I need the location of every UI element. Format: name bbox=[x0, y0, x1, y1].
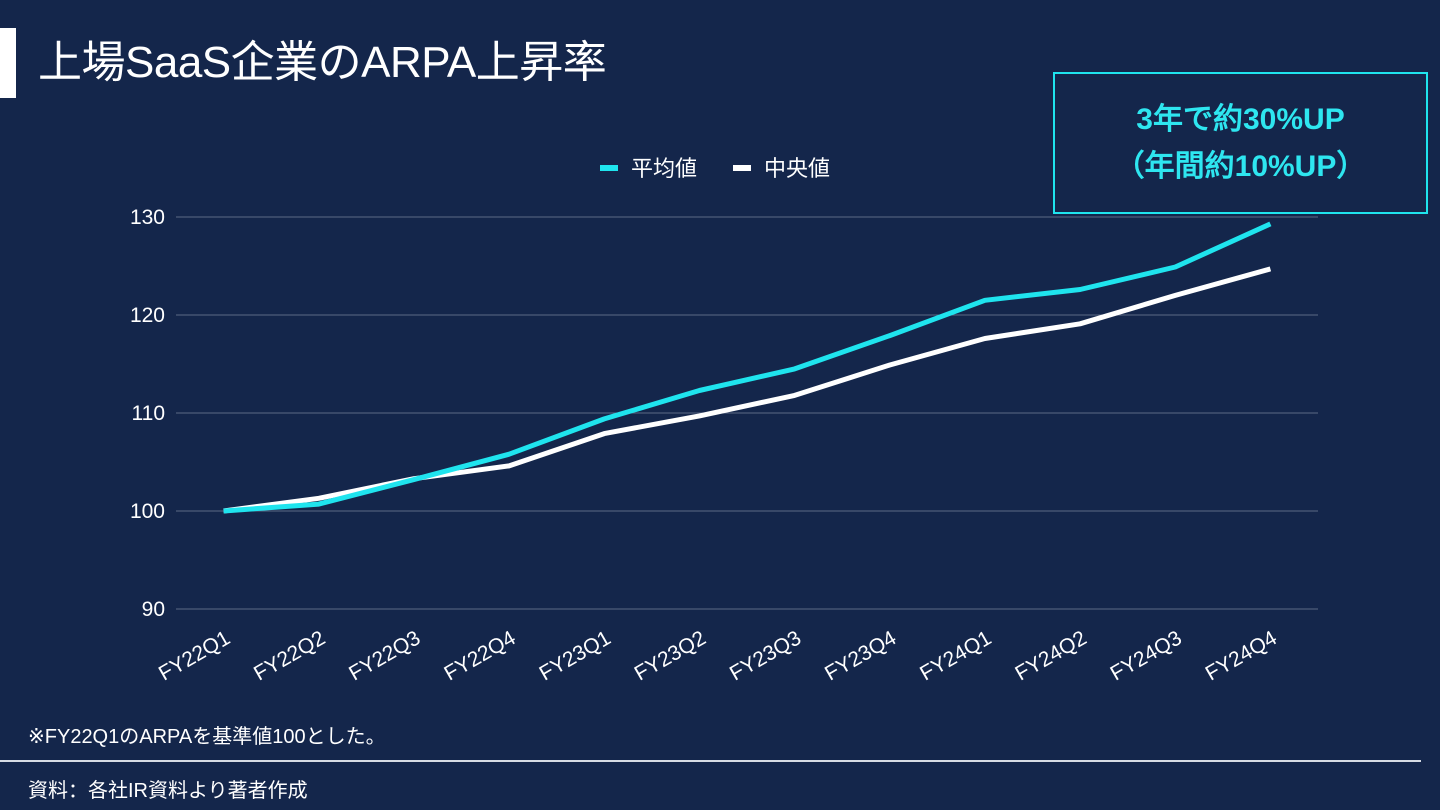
series-line-mean bbox=[223, 221, 1272, 514]
y-tick-label: 120 bbox=[130, 304, 165, 327]
y-tick-label: 110 bbox=[132, 402, 165, 425]
slide-title: 上場SaaS企業のARPA上昇率 bbox=[38, 38, 607, 87]
x-tick-label: FY24Q1 bbox=[916, 626, 995, 685]
x-tick-label: FY23Q3 bbox=[726, 626, 805, 685]
legend: 平均値 中央値 bbox=[600, 156, 830, 181]
legend-swatch bbox=[733, 165, 751, 171]
legend-swatch bbox=[600, 165, 618, 171]
source-note: 資料：各社IR資料より著者作成 bbox=[28, 780, 308, 802]
y-tick-label: 130 bbox=[130, 206, 165, 229]
x-tick-label: FY24Q2 bbox=[1011, 626, 1090, 685]
x-tick-label: FY24Q4 bbox=[1202, 626, 1282, 685]
series-layer bbox=[223, 221, 1272, 514]
x-tick-label: FY22Q4 bbox=[440, 626, 520, 685]
x-tick-label: FY22Q2 bbox=[250, 626, 329, 685]
x-tick-label: FY23Q1 bbox=[536, 626, 615, 685]
y-axis-ticks: 90 100 110 120 130 bbox=[130, 206, 165, 621]
y-tick-label: 90 bbox=[142, 598, 165, 621]
y-tick-label: 100 bbox=[130, 500, 165, 523]
title-accent-bar bbox=[0, 28, 16, 98]
x-tick-label: FY23Q2 bbox=[631, 626, 710, 685]
x-tick-label: FY23Q4 bbox=[821, 626, 901, 685]
callout-line-2: （年間約10%UP） bbox=[1114, 150, 1367, 183]
footnote: ※FY22Q1のARPAを基準値100とした。 bbox=[28, 726, 386, 748]
x-tick-label: FY24Q3 bbox=[1107, 626, 1186, 685]
series-line-median bbox=[223, 266, 1272, 514]
x-tick-label: FY22Q3 bbox=[345, 626, 424, 685]
legend-label: 中央値 bbox=[764, 156, 830, 181]
divider bbox=[0, 760, 1421, 762]
callout-line-1: 3年で約30%UP bbox=[1136, 103, 1345, 136]
legend-label: 平均値 bbox=[631, 156, 697, 181]
callout-box: 3年で約30%UP （年間約10%UP） bbox=[1053, 72, 1428, 214]
x-axis-ticks: FY22Q1 FY22Q2 FY22Q3 FY22Q4 FY23Q1 FY23Q2 FY23… bbox=[155, 626, 1281, 685]
grid-layer bbox=[176, 216, 1318, 610]
x-tick-label: FY22Q1 bbox=[155, 626, 234, 685]
